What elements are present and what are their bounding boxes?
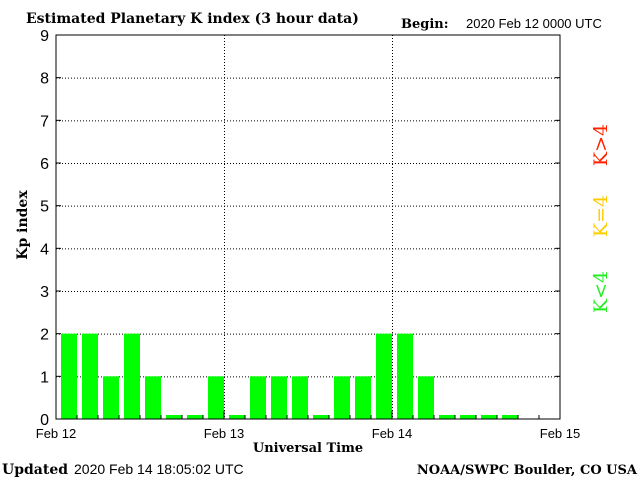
kp-bar [61,333,77,419]
y-axis-label: Kp index [15,190,31,260]
kp-bar [313,415,329,419]
x-tick-label: Feb 12 [36,426,76,441]
kp-bar [397,333,413,419]
kp-bar [145,376,161,419]
x-tick-label: Feb 15 [540,426,580,441]
x-ticks: Feb 12 Feb 13 Feb 14 Feb 15 [36,411,580,441]
kp-bar [250,376,266,419]
kp-bar [208,376,224,419]
y-tick-label: 3 [40,284,49,301]
x-tick-label: Feb 13 [204,426,244,441]
kp-bar [187,415,203,419]
updated-label: Updated [2,462,68,478]
bars-group [61,333,518,419]
kp-bar [376,333,392,419]
kp-bar [82,333,98,419]
kp-bar [439,415,455,419]
y-tick-label: 1 [40,369,49,386]
y-tick-label: 7 [40,113,49,130]
plot-frame [55,34,561,420]
kp-bar [460,415,476,419]
kp-bar [166,415,182,419]
updated-value: 2020 Feb 14 18:05:02 UTC [74,461,244,477]
y-tick-label: 0 [40,412,49,429]
kp-bar [271,376,287,419]
y-ticks: 0 1 2 3 4 5 6 7 8 9 [40,28,560,429]
kp-bar [124,333,140,419]
kp-bar [418,376,434,419]
legend-k-equal: K=4 [590,195,612,237]
kp-bar [229,415,245,419]
kp-bar [292,376,308,419]
begin-value: 2020 Feb 12 0000 UTC [466,16,602,31]
y-tick-label: 4 [40,241,49,258]
y-tick-label: 2 [40,327,49,344]
y-tick-label: 6 [40,156,49,173]
kp-bar [103,376,119,419]
kp-bar [334,376,350,419]
kp-bar [481,415,497,419]
kp-bar [355,376,371,419]
chart-title: Estimated Planetary K index (3 hour data… [26,11,359,27]
y-tick-label: 8 [40,71,49,88]
kp-bar [502,415,518,419]
legend-k-below: K<4 [590,271,612,313]
begin-label: Begin: [401,17,449,32]
y-tick-label: 9 [40,28,49,45]
source-label: NOAA/SWPC Boulder, CO USA [417,463,638,478]
x-tick-label: Feb 14 [372,426,412,441]
x-axis-label: Universal Time [253,441,363,456]
legend-k-above: K>4 [590,124,612,166]
y-tick-label: 5 [40,199,49,216]
